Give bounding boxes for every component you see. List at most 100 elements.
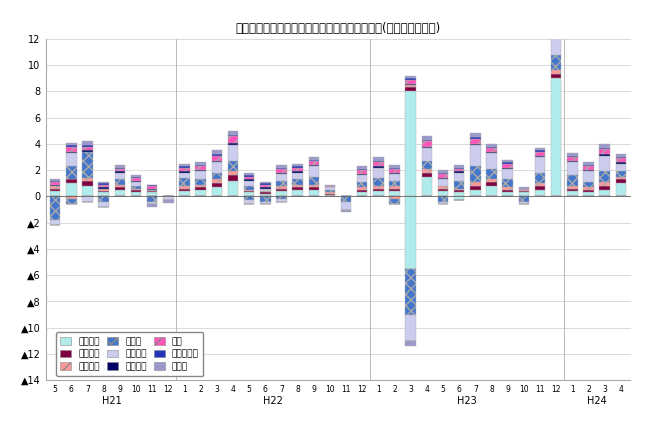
- Bar: [535, 173, 545, 183]
- Bar: [114, 184, 125, 187]
- Bar: [244, 173, 254, 175]
- Bar: [66, 183, 77, 197]
- Bar: [551, 25, 562, 26]
- Bar: [276, 174, 287, 181]
- Bar: [470, 186, 480, 190]
- Bar: [227, 172, 238, 175]
- Bar: [98, 188, 109, 191]
- Bar: [389, 174, 400, 181]
- Bar: [50, 179, 60, 181]
- Bar: [470, 166, 480, 182]
- Bar: [244, 181, 254, 186]
- Bar: [292, 164, 303, 166]
- Bar: [389, 165, 400, 168]
- Bar: [519, 191, 529, 192]
- Bar: [599, 172, 610, 182]
- Bar: [131, 192, 141, 197]
- Bar: [114, 169, 125, 172]
- Bar: [422, 136, 432, 140]
- Bar: [50, 186, 60, 188]
- Bar: [276, 181, 287, 186]
- Bar: [211, 179, 222, 183]
- Bar: [83, 178, 93, 181]
- Bar: [454, 181, 465, 188]
- Bar: [583, 192, 593, 197]
- Bar: [114, 168, 125, 169]
- Bar: [260, 182, 270, 183]
- Bar: [616, 183, 626, 197]
- Bar: [583, 166, 593, 170]
- Bar: [276, 165, 287, 168]
- Bar: [406, 269, 416, 314]
- Bar: [211, 150, 222, 154]
- Bar: [309, 165, 319, 166]
- Bar: [567, 157, 578, 161]
- Bar: [276, 197, 287, 199]
- Bar: [616, 179, 626, 183]
- Bar: [66, 197, 77, 199]
- Bar: [244, 191, 254, 192]
- Bar: [83, 145, 93, 146]
- Bar: [357, 192, 367, 197]
- Bar: [131, 177, 141, 178]
- Bar: [357, 169, 367, 170]
- Bar: [535, 183, 545, 186]
- Bar: [309, 187, 319, 190]
- Bar: [454, 173, 465, 181]
- Bar: [422, 146, 432, 148]
- Bar: [616, 158, 626, 162]
- Bar: [406, 197, 416, 269]
- Bar: [196, 179, 206, 184]
- Bar: [292, 184, 303, 187]
- Bar: [406, 76, 416, 78]
- Bar: [83, 186, 93, 197]
- Bar: [470, 182, 480, 186]
- Bar: [114, 165, 125, 168]
- Bar: [114, 173, 125, 179]
- Text: H22: H22: [263, 396, 283, 406]
- Bar: [66, 143, 77, 145]
- Bar: [438, 191, 448, 197]
- Bar: [292, 187, 303, 190]
- Bar: [502, 162, 513, 164]
- Bar: [163, 200, 174, 203]
- Bar: [616, 164, 626, 172]
- Bar: [131, 182, 141, 186]
- Bar: [389, 197, 400, 199]
- Bar: [276, 186, 287, 188]
- Bar: [98, 187, 109, 188]
- Bar: [438, 178, 448, 179]
- Bar: [131, 186, 141, 188]
- Bar: [616, 162, 626, 164]
- Bar: [616, 157, 626, 158]
- Bar: [438, 186, 448, 188]
- Bar: [324, 184, 335, 186]
- Bar: [131, 190, 141, 192]
- Bar: [486, 152, 497, 153]
- Bar: [486, 153, 497, 169]
- Bar: [324, 186, 335, 187]
- Bar: [131, 175, 141, 177]
- Bar: [244, 192, 254, 197]
- Bar: [454, 172, 465, 173]
- Bar: [324, 187, 335, 190]
- Bar: [502, 168, 513, 169]
- Bar: [83, 197, 93, 202]
- Bar: [227, 181, 238, 197]
- Bar: [599, 182, 610, 186]
- Bar: [502, 169, 513, 179]
- Bar: [66, 146, 77, 152]
- Bar: [535, 152, 545, 156]
- Bar: [179, 164, 190, 166]
- Bar: [519, 188, 529, 190]
- Bar: [389, 169, 400, 173]
- Bar: [196, 190, 206, 197]
- Bar: [83, 141, 93, 145]
- Bar: [535, 190, 545, 197]
- Bar: [373, 186, 384, 188]
- Bar: [260, 187, 270, 188]
- Bar: [114, 179, 125, 184]
- Bar: [551, 34, 562, 54]
- Bar: [211, 156, 222, 161]
- Bar: [454, 192, 465, 197]
